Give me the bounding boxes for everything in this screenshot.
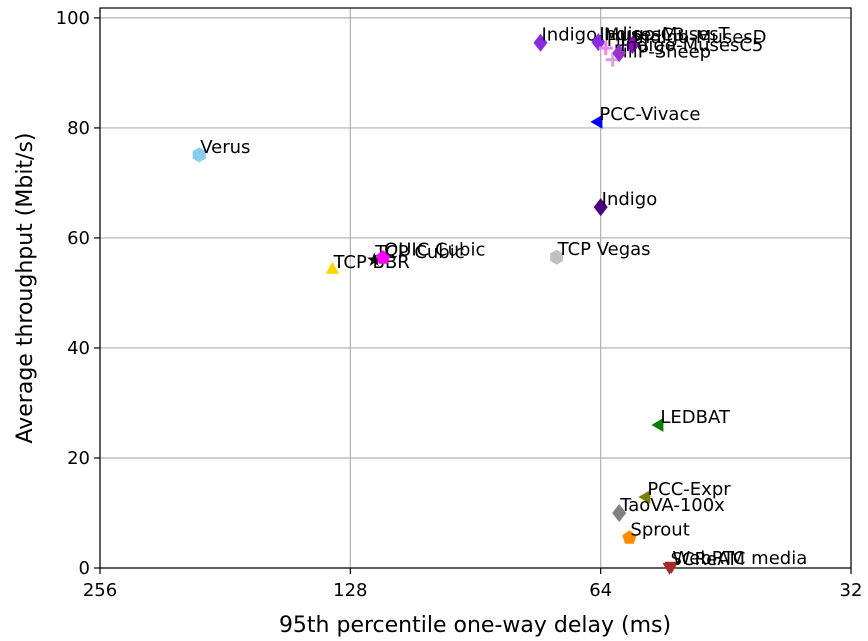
point-label: Verus xyxy=(200,137,250,158)
point xyxy=(325,261,340,274)
point xyxy=(651,418,664,432)
point-label: Indigo-MusesD xyxy=(634,27,767,48)
point xyxy=(625,35,640,54)
y-tick-label: 20 xyxy=(67,448,90,469)
point xyxy=(192,147,206,163)
point-label: Sprout xyxy=(630,520,689,541)
y-tick-label: 40 xyxy=(67,338,90,359)
x-tick-label: 256 xyxy=(83,580,117,601)
point-label: Indigo-MusesC3 xyxy=(542,25,685,46)
y-axis-label: Average throughput (Mbit/s) xyxy=(13,132,38,443)
point xyxy=(593,198,608,217)
point-label: QUIC Cubic xyxy=(384,240,485,261)
point-label: LEDBAT xyxy=(660,407,731,428)
point-label: Indigo xyxy=(602,189,658,210)
point xyxy=(664,561,679,574)
point-label: FillP-Sheep xyxy=(614,42,711,63)
point xyxy=(367,252,382,266)
point-label: SCReAM xyxy=(670,549,745,570)
x-tick-label: 32 xyxy=(840,580,863,601)
point-label: TCP Cubic xyxy=(374,242,464,263)
point xyxy=(612,44,627,63)
point xyxy=(533,33,548,52)
point xyxy=(550,249,564,265)
y-tick-label: 0 xyxy=(79,558,90,579)
point xyxy=(591,33,606,52)
y-tick-label: 60 xyxy=(67,228,90,249)
point-label: WebRTC media xyxy=(673,548,808,569)
point xyxy=(590,114,603,129)
x-axis-label: 95th percentile one-way delay (ms) xyxy=(279,613,671,638)
point xyxy=(598,41,613,56)
x-tick-label: 64 xyxy=(589,580,612,601)
point xyxy=(638,490,651,504)
point-label: TCP Vegas xyxy=(557,239,651,260)
point-label: PCC-Expr xyxy=(647,479,731,500)
point xyxy=(622,530,637,544)
point-label: Indigo-MusesC5 xyxy=(620,35,763,56)
point-label: PCC-Vivace xyxy=(599,104,700,125)
y-tick-label: 100 xyxy=(56,8,90,29)
point xyxy=(612,504,627,522)
point-label: TaoVA-100x xyxy=(619,495,725,516)
x-tick-label: 128 xyxy=(333,580,367,601)
y-tick-label: 80 xyxy=(67,118,90,139)
plot-frame xyxy=(99,7,852,569)
point xyxy=(376,250,391,264)
